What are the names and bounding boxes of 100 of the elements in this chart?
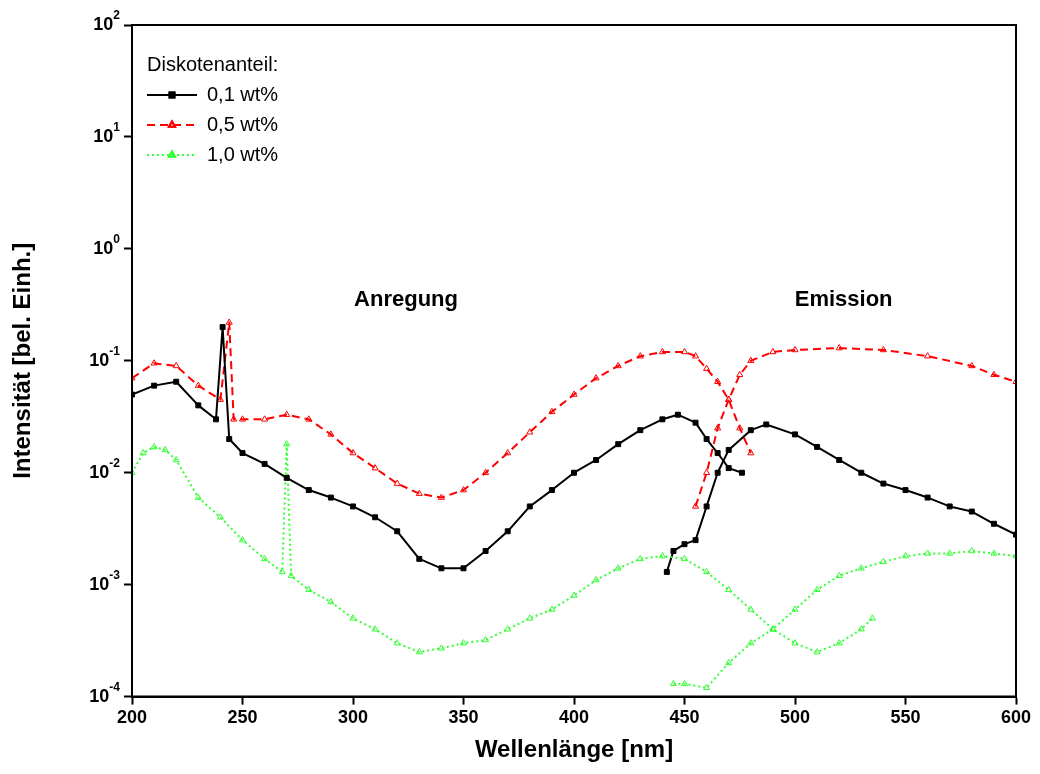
x-axis-title: Wellenlänge [nm] <box>474 735 674 763</box>
point <box>714 424 722 431</box>
point <box>283 440 291 447</box>
point <box>151 382 158 389</box>
point <box>261 415 269 422</box>
point <box>738 469 745 476</box>
point <box>879 345 887 353</box>
point <box>504 528 511 535</box>
x-tick-label: 350 <box>448 707 479 728</box>
point <box>924 352 932 359</box>
point <box>714 450 721 456</box>
point <box>614 564 622 571</box>
point <box>968 361 976 369</box>
point <box>504 625 512 632</box>
point <box>658 552 666 559</box>
point <box>835 571 843 579</box>
point <box>663 568 670 575</box>
point <box>703 436 710 443</box>
point <box>990 370 998 378</box>
point <box>747 427 754 434</box>
point <box>172 361 180 369</box>
point <box>725 658 733 666</box>
legend-label: 1,0 wt% <box>207 142 279 165</box>
legend-title: Diskotenanteil: <box>147 52 279 75</box>
point <box>692 352 700 359</box>
x-tick-label: 200 <box>116 707 148 728</box>
point <box>763 421 770 428</box>
point <box>438 565 445 572</box>
point <box>305 415 313 422</box>
point <box>394 528 401 535</box>
point <box>670 548 677 554</box>
point <box>747 639 755 646</box>
point <box>226 436 233 443</box>
point <box>901 552 910 559</box>
point <box>880 480 887 487</box>
point <box>139 449 147 456</box>
point <box>681 541 688 548</box>
annotation: Anregung <box>354 286 458 312</box>
point <box>813 648 821 655</box>
x-tick-label: 450 <box>669 707 700 728</box>
point <box>791 345 799 353</box>
point <box>674 411 681 418</box>
point <box>571 469 577 476</box>
point <box>459 486 468 493</box>
point <box>230 415 238 422</box>
point <box>747 605 755 612</box>
point <box>350 503 356 510</box>
point <box>526 428 534 435</box>
point <box>692 537 699 544</box>
point <box>195 402 202 409</box>
x-tick-label: 400 <box>558 707 590 728</box>
point <box>924 494 931 501</box>
point <box>327 598 335 605</box>
point <box>526 503 533 510</box>
point <box>460 565 467 572</box>
point <box>371 464 379 471</box>
point <box>636 554 644 562</box>
point <box>736 424 744 431</box>
point <box>593 457 600 463</box>
point <box>902 487 909 494</box>
point <box>659 416 666 423</box>
point <box>680 679 689 687</box>
point <box>703 683 711 690</box>
point <box>416 555 423 562</box>
point <box>238 415 247 422</box>
point <box>173 378 180 385</box>
point <box>703 364 711 371</box>
point <box>714 469 721 476</box>
point <box>680 554 689 562</box>
point <box>283 410 291 417</box>
point <box>857 564 865 571</box>
point <box>225 318 233 325</box>
point <box>791 605 799 612</box>
point <box>548 407 556 415</box>
point <box>482 636 490 643</box>
point <box>437 493 445 500</box>
point <box>990 549 998 556</box>
point <box>393 479 401 486</box>
point <box>570 591 578 598</box>
point <box>614 361 622 369</box>
point <box>349 614 357 621</box>
point <box>548 605 556 612</box>
point <box>349 449 357 456</box>
point <box>459 639 468 646</box>
point <box>680 347 689 355</box>
point <box>636 352 644 359</box>
point <box>946 503 953 510</box>
point <box>278 567 286 575</box>
point <box>692 419 699 426</box>
x-tick-label: 550 <box>890 707 921 728</box>
point <box>725 585 733 593</box>
point <box>968 508 975 515</box>
point <box>736 370 744 378</box>
point <box>813 585 821 593</box>
point <box>482 468 490 475</box>
point <box>283 474 290 481</box>
point <box>868 614 876 621</box>
point <box>172 455 180 463</box>
point <box>725 446 732 453</box>
point <box>261 554 269 562</box>
